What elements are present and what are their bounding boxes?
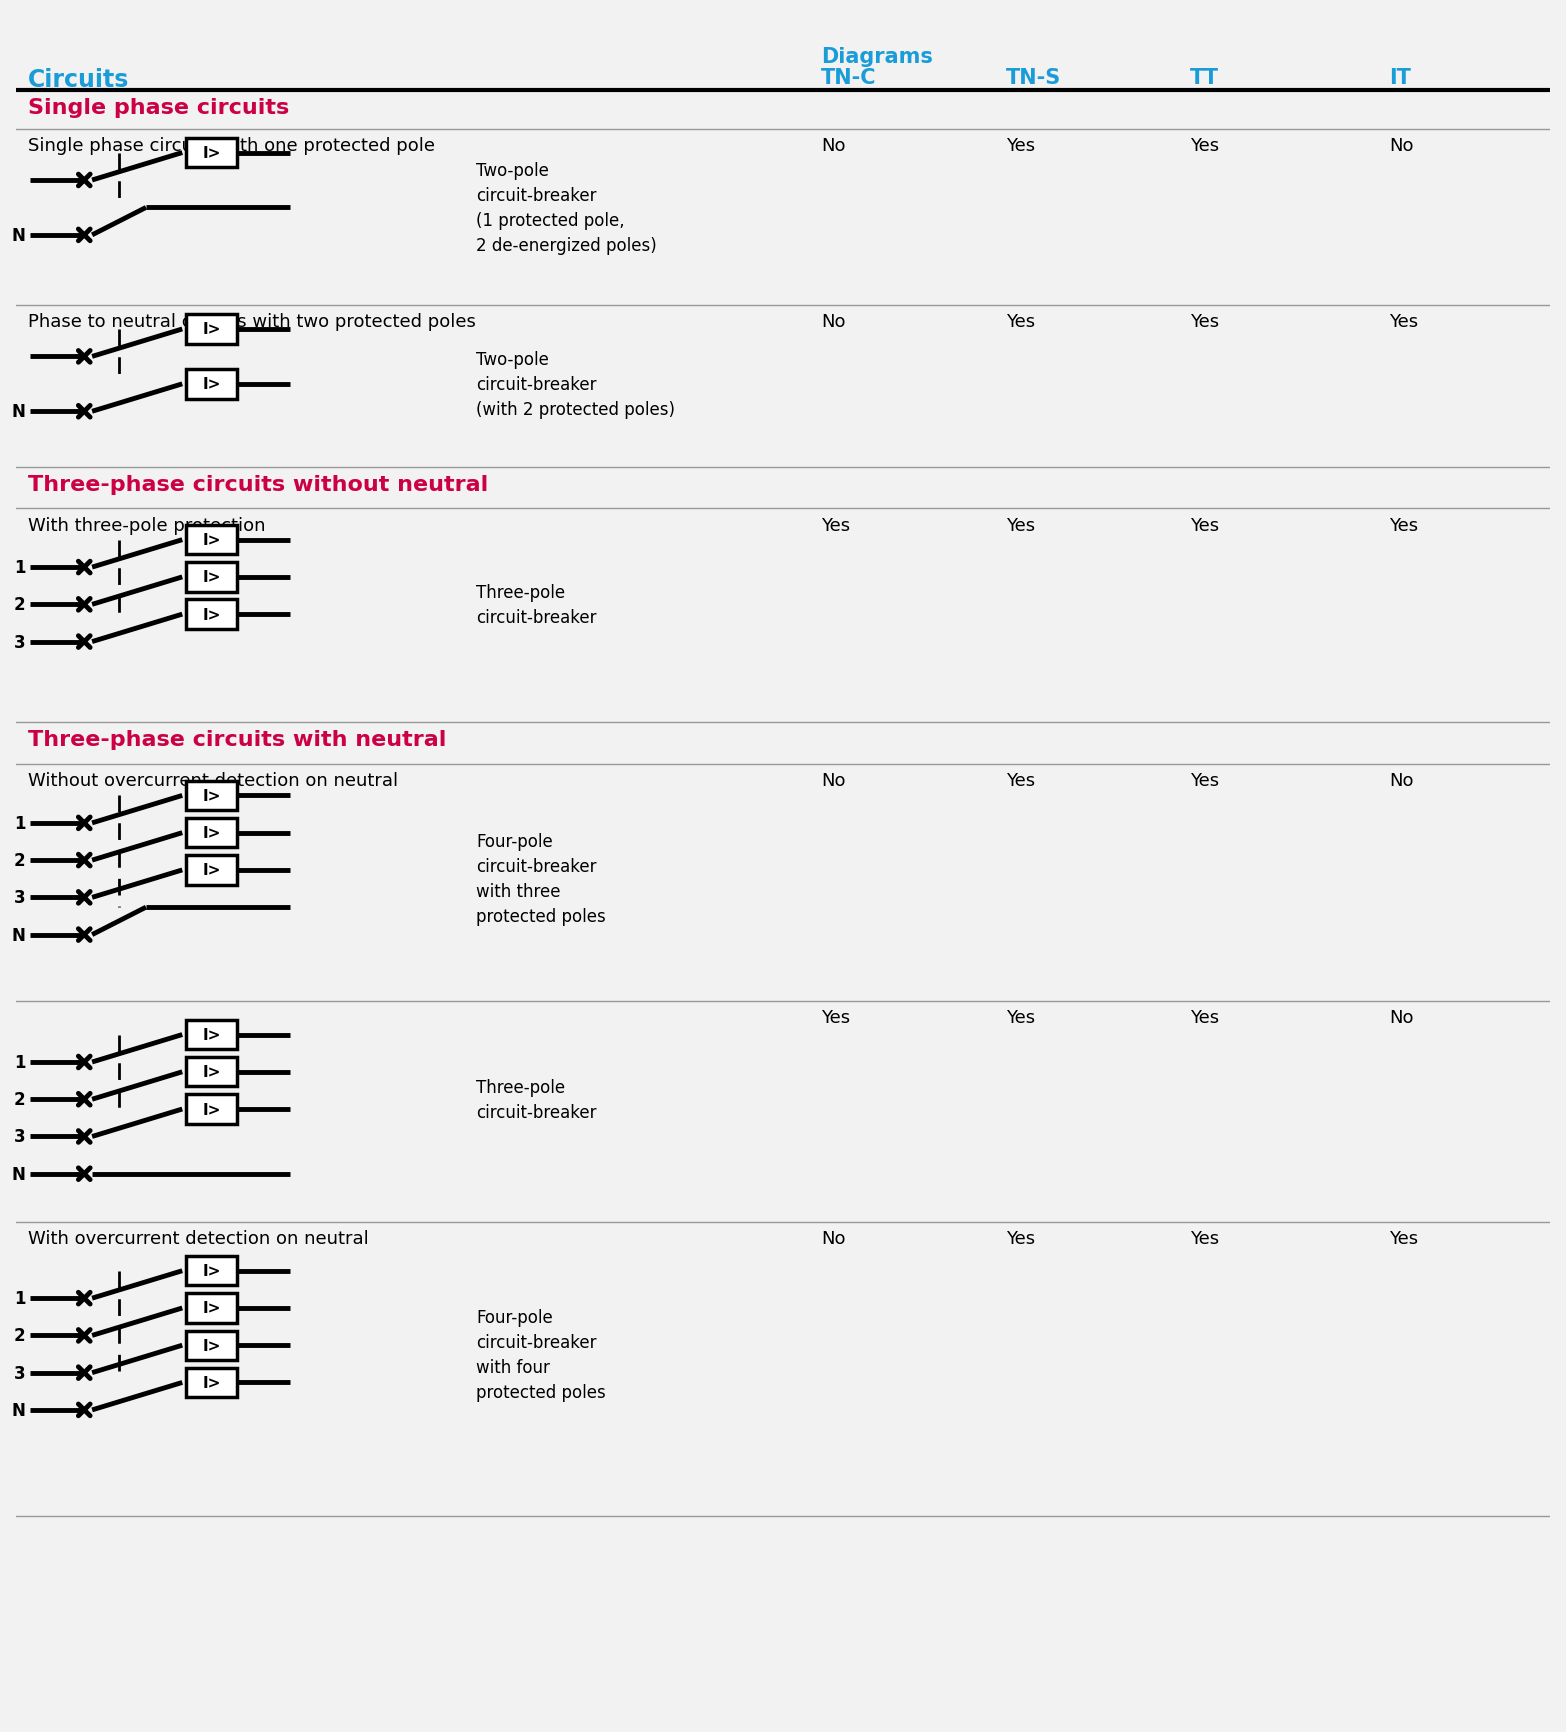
Text: Circuits: Circuits [28,68,130,92]
Text: Yes: Yes [1190,137,1218,154]
Text: N: N [11,227,25,244]
Text: Yes: Yes [1389,516,1419,535]
Text: 2: 2 [14,596,25,613]
Text: With overcurrent detection on neutral: With overcurrent detection on neutral [28,1230,368,1247]
Text: IT: IT [1389,68,1411,88]
Text: I>: I> [202,826,221,840]
Text: Yes: Yes [1190,771,1218,790]
Text: Yes: Yes [1190,1230,1218,1247]
Text: Yes: Yes [1190,1008,1218,1027]
Text: Single phase circuits with one protected pole: Single phase circuits with one protected… [28,137,435,154]
Text: 3: 3 [14,1128,25,1147]
Text: I>: I> [202,1027,221,1043]
Text: I>: I> [202,1264,221,1278]
Bar [186,525,236,554]
Text: Three-pole
circuit-breaker: Three-pole circuit-breaker [476,1077,597,1121]
Text: 1: 1 [14,1289,25,1308]
Bar [186,371,236,400]
Bar [186,781,236,811]
Bar [186,599,236,629]
Text: N: N [11,927,25,944]
Bar [186,1330,236,1360]
Bar [186,1256,236,1285]
Text: No: No [1389,1008,1414,1027]
Text: I>: I> [202,533,221,547]
Text: I>: I> [202,1065,221,1079]
Text: I>: I> [202,863,221,878]
Text: Yes: Yes [1005,1008,1035,1027]
Text: N: N [11,1401,25,1419]
Text: No: No [1389,771,1414,790]
Text: 1: 1 [14,1053,25,1072]
Text: 3: 3 [14,1363,25,1382]
Text: Yes: Yes [1005,313,1035,331]
Bar [186,1294,236,1323]
Text: Phase to neutral circuits with two protected poles: Phase to neutral circuits with two prote… [28,313,476,331]
Text: Three-phase circuits without neutral: Three-phase circuits without neutral [28,475,489,495]
Text: Yes: Yes [1190,313,1218,331]
Text: I>: I> [202,608,221,622]
Text: No: No [822,137,846,154]
Text: Diagrams: Diagrams [822,47,933,68]
Text: 2: 2 [14,1327,25,1344]
Text: Two-pole
circuit-breaker
(with 2 protected poles): Two-pole circuit-breaker (with 2 protect… [476,350,675,419]
Text: No: No [822,771,846,790]
Text: Yes: Yes [822,1008,850,1027]
Text: No: No [822,1230,846,1247]
Text: I>: I> [202,1375,221,1391]
Bar [186,1058,236,1088]
Text: Three-pole
circuit-breaker: Three-pole circuit-breaker [476,584,597,627]
Bar [186,1020,236,1050]
Bar [186,139,236,168]
Bar [186,819,236,849]
Text: Yes: Yes [1190,516,1218,535]
Text: Two-pole
circuit-breaker
(1 protected pole,
2 de-energized poles): Two-pole circuit-breaker (1 protected po… [476,161,656,255]
Text: I>: I> [202,1301,221,1316]
Text: Four-pole
circuit-breaker
with four
protected poles: Four-pole circuit-breaker with four prot… [476,1308,606,1401]
Text: I>: I> [202,788,221,804]
Bar [186,1368,236,1398]
Text: Yes: Yes [1389,313,1419,331]
Text: No: No [1389,137,1414,154]
Text: 2: 2 [14,1091,25,1108]
Text: Without overcurrent detection on neutral: Without overcurrent detection on neutral [28,771,398,790]
Text: 2: 2 [14,852,25,869]
Text: TN-S: TN-S [1005,68,1060,88]
Text: N: N [11,404,25,421]
Text: N: N [11,1166,25,1183]
Text: Yes: Yes [1005,137,1035,154]
Text: 1: 1 [14,814,25,833]
Text: Four-pole
circuit-breaker
with three
protected poles: Four-pole circuit-breaker with three pro… [476,833,606,925]
Text: Yes: Yes [1005,1230,1035,1247]
Text: TT: TT [1190,68,1218,88]
Text: 3: 3 [14,634,25,651]
Text: 3: 3 [14,889,25,908]
Bar [186,1095,236,1124]
Text: 1: 1 [14,559,25,577]
Text: I>: I> [202,570,221,585]
Text: I>: I> [202,1337,221,1353]
Text: Single phase circuits: Single phase circuits [28,97,290,118]
Text: I>: I> [202,378,221,391]
Bar [186,856,236,885]
Text: TN-C: TN-C [822,68,877,88]
Text: Yes: Yes [1005,516,1035,535]
Text: Yes: Yes [1005,771,1035,790]
Text: I>: I> [202,145,221,161]
Text: I>: I> [202,1102,221,1117]
Text: With three-pole protection: With three-pole protection [28,516,266,535]
Text: Yes: Yes [822,516,850,535]
Text: Three-phase circuits with neutral: Three-phase circuits with neutral [28,729,446,750]
Text: I>: I> [202,322,221,338]
Text: No: No [822,313,846,331]
Bar [186,315,236,345]
Bar [186,563,236,592]
Text: Yes: Yes [1389,1230,1419,1247]
